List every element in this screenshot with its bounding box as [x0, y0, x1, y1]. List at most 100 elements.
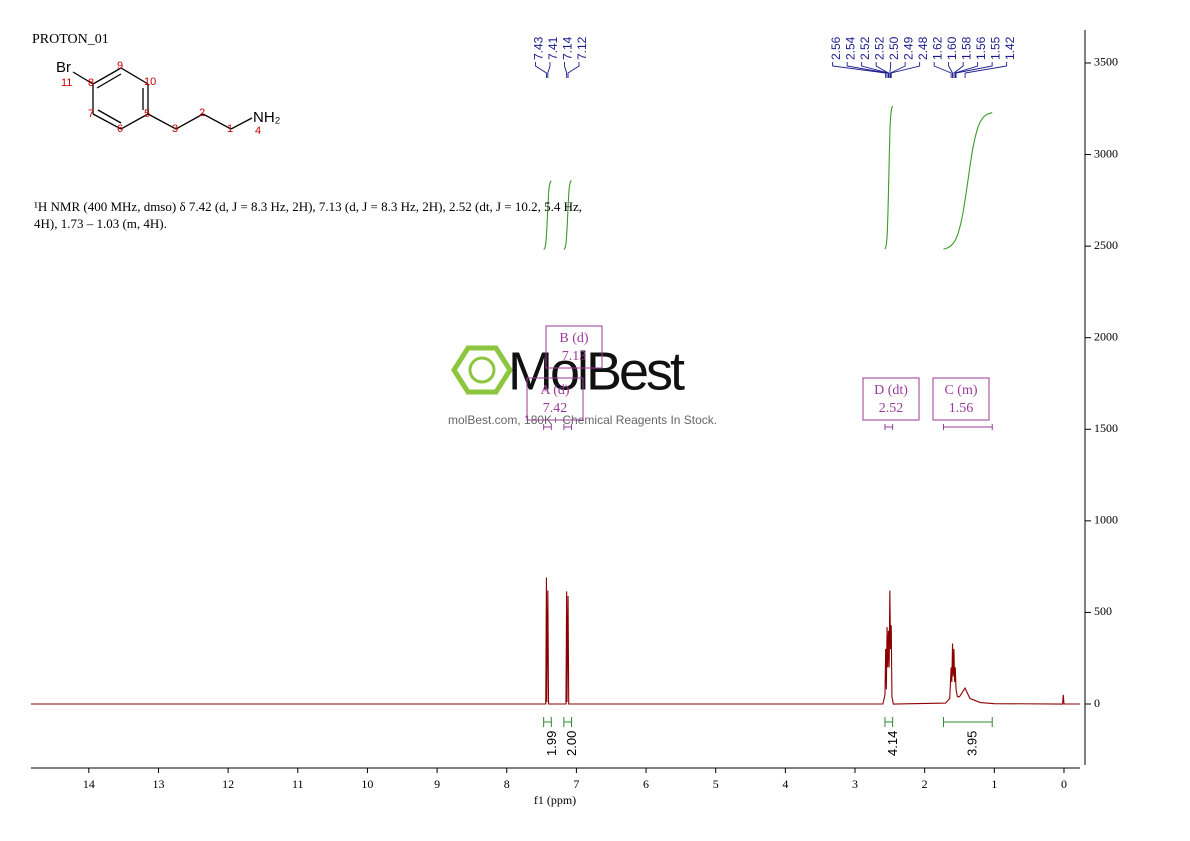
multiplet-box: [932, 377, 990, 421]
integral-curve: [943, 112, 993, 250]
multiplet-box: [526, 377, 584, 421]
x-tick-label: 3: [852, 777, 858, 791]
multiplet-box: [545, 325, 603, 369]
peak-label: 2.48: [916, 36, 930, 60]
peak-label: 2.49: [901, 36, 915, 60]
x-tick-label: 11: [292, 777, 304, 791]
spectrum-line: [31, 577, 1080, 705]
peak-leader: [889, 62, 892, 78]
peak-label: 2.50: [887, 36, 901, 60]
atom-number: 1: [227, 123, 233, 135]
peak-leader: [564, 62, 568, 78]
chart-title: PROTON_01: [32, 32, 109, 47]
y-tick-label: 0: [1094, 696, 1100, 710]
peak-leader: [832, 62, 887, 78]
integral-curve: [543, 180, 552, 250]
y-tick-label: 1500: [1094, 421, 1118, 435]
peak-leader: [948, 62, 953, 78]
bond: [202, 113, 232, 130]
peak-label: 2.56: [829, 36, 843, 60]
watermark-logo: [451, 345, 513, 395]
atom-number: 4: [255, 125, 261, 137]
peak-label: 2.52: [858, 36, 872, 60]
integral-bracket: [884, 717, 894, 727]
peak-label: 1.60: [945, 36, 959, 60]
bond: [97, 109, 122, 124]
bond: [120, 113, 149, 130]
peak-leader: [535, 62, 547, 78]
peak-label: 1.55: [988, 36, 1002, 60]
multiplet-shift: 7.13: [562, 349, 587, 364]
peak-label: 7.41: [546, 36, 560, 60]
integral-curve: [563, 180, 572, 250]
bond: [92, 113, 122, 130]
peak-leader: [567, 62, 580, 78]
x-tick-label: 1: [991, 777, 997, 791]
peak-leader: [875, 62, 889, 78]
integral-bracket: [942, 717, 993, 727]
integral-bracket: [563, 717, 573, 727]
peak-leader: [955, 62, 993, 78]
bond: [120, 67, 149, 85]
peak-leader: [933, 62, 952, 78]
multiplet-label: D (dt): [874, 383, 908, 398]
y-tick-label: 3500: [1094, 55, 1118, 69]
x-tick-label: 5: [713, 777, 719, 791]
x-tick-label: 6: [643, 777, 649, 791]
x-tick-label: 2: [922, 777, 928, 791]
integral-bracket: [543, 717, 552, 727]
x-axis-label: f1 (ppm): [534, 793, 576, 807]
integral-label: 3.95: [964, 731, 979, 756]
structure: [72, 67, 253, 130]
x-tick-label: 9: [434, 777, 440, 791]
x-tick-label: 14: [83, 777, 95, 791]
peak-label: 1.42: [1003, 36, 1017, 60]
multiplet-shift: 2.52: [879, 401, 904, 416]
peak-leader: [547, 62, 551, 78]
multiplet-label: A (d): [540, 383, 570, 398]
x-tick-label: 8: [504, 777, 510, 791]
atom-number: 8: [88, 77, 94, 89]
atom-number: 5: [144, 108, 150, 120]
peak-leader: [846, 62, 888, 78]
multiplet-range: [543, 424, 552, 430]
integral-label: 1.99: [544, 731, 559, 756]
atom-number: 7: [88, 108, 94, 120]
multiplet-label: C (m): [944, 383, 977, 398]
y-tick-label: 500: [1094, 604, 1112, 618]
atom-number: 3: [172, 123, 178, 135]
bond: [72, 71, 94, 85]
peak-label: 7.14: [561, 36, 575, 60]
x-tick-label: 0: [1061, 777, 1067, 791]
bond: [147, 113, 177, 130]
atom-number: 2: [199, 107, 205, 119]
integral-label: 2.00: [564, 731, 579, 756]
peak-leader: [954, 62, 979, 78]
bond: [175, 113, 204, 130]
bond: [230, 117, 253, 130]
multiplet-range: [563, 424, 573, 430]
integral-curve: [884, 105, 894, 250]
peak-label: 2.54: [843, 36, 857, 60]
bond: [92, 67, 122, 85]
bond: [96, 73, 122, 89]
peak-leader: [890, 62, 906, 78]
y-tick-label: 2000: [1094, 329, 1118, 343]
multiplet-range: [884, 424, 894, 430]
peak-label: 2.52: [872, 36, 886, 60]
atom-label: Br: [56, 59, 71, 76]
peak-label: 1.56: [974, 36, 988, 60]
x-tick-label: 4: [782, 777, 788, 791]
watermark-brand: MolBest: [508, 341, 685, 401]
atom-number: 6: [117, 123, 123, 135]
peak-leader: [890, 62, 921, 78]
peak-label: 7.43: [532, 36, 546, 60]
y-tick-label: 3000: [1094, 146, 1118, 160]
atom-number: 11: [61, 77, 72, 89]
peak-label: 7.12: [575, 36, 589, 60]
x-tick-label: 7: [573, 777, 579, 791]
integral-label: 4.14: [885, 731, 900, 756]
atom-labels: Br 11 8 9 10 7 6 5 3 2 1 4 NH₂: [56, 59, 281, 137]
x-tick-label: 10: [361, 777, 373, 791]
